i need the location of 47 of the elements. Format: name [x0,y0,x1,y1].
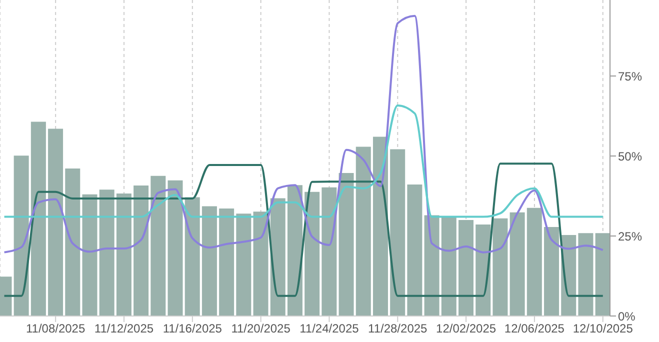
bar [82,194,98,316]
x-tick-label: 11/12/2025 [94,322,154,336]
bar [134,185,149,316]
bar [544,227,560,316]
bar [150,176,166,316]
x-tick-label: 11/20/2025 [231,322,291,336]
bar [219,208,234,316]
bar [526,208,542,316]
line-series [3,162,604,297]
x-tick-label: 12/10/2025 [572,322,634,336]
bar [492,218,508,316]
y-tick-label: 0% [618,309,636,324]
x-tick-label: 12/06/2025 [504,322,565,336]
bar [287,185,302,316]
bar [424,215,440,316]
bar [390,149,406,316]
bar [578,233,594,316]
x-tick-label: 11/28/2025 [368,322,428,336]
bar [304,192,320,316]
bar [168,180,183,316]
bar [510,212,525,316]
bar [14,156,29,316]
line-series [3,104,604,218]
bar [441,216,456,316]
bar [458,220,474,316]
bar [338,172,354,316]
bar [202,206,217,316]
bar [48,128,64,316]
bar [595,233,610,316]
bar [356,146,371,316]
x-tick-label: 11/24/2025 [300,322,360,336]
bar [253,212,268,316]
x-tick-label: 12/02/2025 [436,322,496,336]
x-tick-label: 11/16/2025 [162,322,222,336]
x-tick-label: 11/08/2025 [26,322,86,336]
bar [116,193,132,316]
bar [322,187,337,316]
bar [30,122,46,316]
y-tick-label: 50% [618,149,642,164]
y-tick-label: 75% [618,69,642,84]
line-series [3,14,604,254]
bar [184,197,200,316]
bar [99,190,114,316]
bar [65,168,80,316]
y-tick-label: 25% [618,229,642,244]
bar [236,214,252,316]
bar [407,184,422,316]
